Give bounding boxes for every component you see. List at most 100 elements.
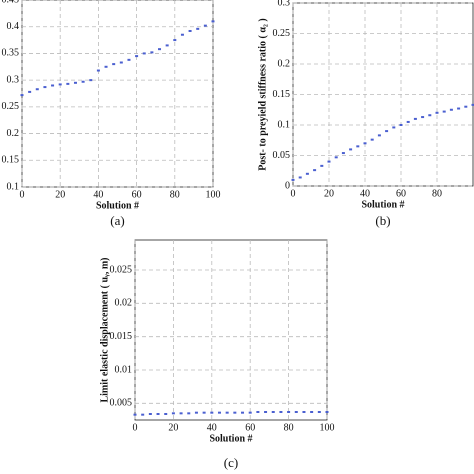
- point: [225, 411, 229, 414]
- point: [66, 82, 70, 85]
- point: [406, 120, 410, 123]
- point: [435, 111, 439, 114]
- point: [58, 83, 62, 86]
- x-tick-label: 60: [132, 189, 142, 200]
- point: [325, 411, 329, 413]
- x-tick-label: 0: [133, 422, 138, 433]
- point: [377, 134, 381, 137]
- y-tick-label: 0: [285, 180, 290, 191]
- y-tick-label: 0.15: [273, 89, 291, 100]
- x-tick-label: 20: [55, 189, 65, 200]
- point: [180, 33, 184, 36]
- point: [370, 138, 374, 141]
- point: [317, 411, 321, 413]
- point: [217, 411, 221, 414]
- point: [233, 411, 237, 414]
- point: [158, 48, 162, 51]
- point: [135, 55, 139, 58]
- caption: (b): [375, 213, 390, 228]
- point: [302, 411, 306, 413]
- point: [141, 413, 145, 416]
- point: [133, 413, 137, 416]
- y-tick-label: 0.1: [278, 119, 291, 130]
- point: [256, 411, 260, 413]
- y-axis-label: Limit elastic displacement ( uᵧ, m): [99, 257, 110, 402]
- point: [73, 81, 77, 84]
- point: [356, 145, 360, 148]
- point: [127, 58, 131, 61]
- point: [104, 65, 108, 68]
- point: [392, 126, 396, 129]
- point: [171, 412, 175, 415]
- y-tick-label: 0.015: [110, 331, 133, 342]
- point: [305, 172, 309, 175]
- x-tick-label: 80: [284, 422, 294, 433]
- point: [142, 52, 146, 55]
- point: [211, 20, 215, 23]
- x-tick-label: 20: [324, 188, 334, 199]
- x-tick-label: 100: [206, 189, 221, 200]
- point: [51, 84, 55, 87]
- point: [43, 86, 47, 89]
- point: [421, 116, 425, 119]
- caption: (a): [110, 213, 124, 228]
- y-tick-label: 0.05: [273, 150, 291, 161]
- point: [148, 413, 152, 415]
- caption: (c): [224, 455, 238, 470]
- point: [363, 142, 367, 145]
- y-tick-label: 0.4: [7, 21, 20, 32]
- y-tick-label: 0.025: [110, 264, 133, 275]
- point: [150, 51, 154, 54]
- point: [203, 24, 207, 27]
- point: [399, 124, 403, 126]
- y-tick-label: 0.25: [273, 28, 291, 39]
- y-axis-label: Post- to preyield stiffness ratio ( α₂ ): [257, 18, 268, 171]
- point: [327, 160, 331, 163]
- point: [294, 411, 298, 413]
- y-tick-label: 0.15: [2, 155, 20, 166]
- point: [187, 412, 191, 415]
- point: [313, 169, 317, 172]
- point: [35, 88, 39, 91]
- point: [194, 411, 198, 414]
- point: [349, 148, 353, 151]
- point: [119, 61, 123, 64]
- point: [96, 69, 100, 72]
- y-tick-label: 0.1: [7, 181, 20, 192]
- y-tick-label: 0.01: [115, 364, 133, 375]
- point: [449, 108, 453, 111]
- point: [298, 176, 302, 179]
- point: [89, 79, 93, 82]
- point: [210, 411, 214, 414]
- plot-area: [21, 0, 214, 188]
- point: [291, 178, 295, 181]
- point: [20, 94, 24, 97]
- x-tick-label: 0: [291, 188, 296, 199]
- y-tick-label: 0.3: [7, 74, 20, 85]
- point: [248, 411, 252, 414]
- x-tick-label: 100: [320, 422, 335, 433]
- x-tick-label: 80: [170, 189, 180, 200]
- y-tick-label: 0.25: [2, 101, 20, 112]
- point: [471, 103, 474, 106]
- point: [241, 411, 245, 414]
- x-axis-label: Solution #: [96, 200, 139, 211]
- point: [156, 413, 160, 415]
- point: [442, 110, 446, 113]
- point: [196, 27, 200, 30]
- point: [334, 156, 338, 159]
- x-axis-label: Solution #: [209, 433, 252, 444]
- point: [264, 411, 268, 413]
- point: [428, 114, 432, 117]
- point: [413, 117, 417, 120]
- point: [457, 107, 461, 110]
- point: [188, 29, 192, 32]
- x-tick-label: 20: [168, 422, 178, 433]
- x-tick-label: 60: [396, 188, 406, 199]
- point: [271, 411, 275, 413]
- x-tick-label: 60: [245, 422, 255, 433]
- point: [202, 411, 206, 414]
- point: [464, 105, 468, 108]
- x-axis-label: Solution #: [361, 199, 404, 210]
